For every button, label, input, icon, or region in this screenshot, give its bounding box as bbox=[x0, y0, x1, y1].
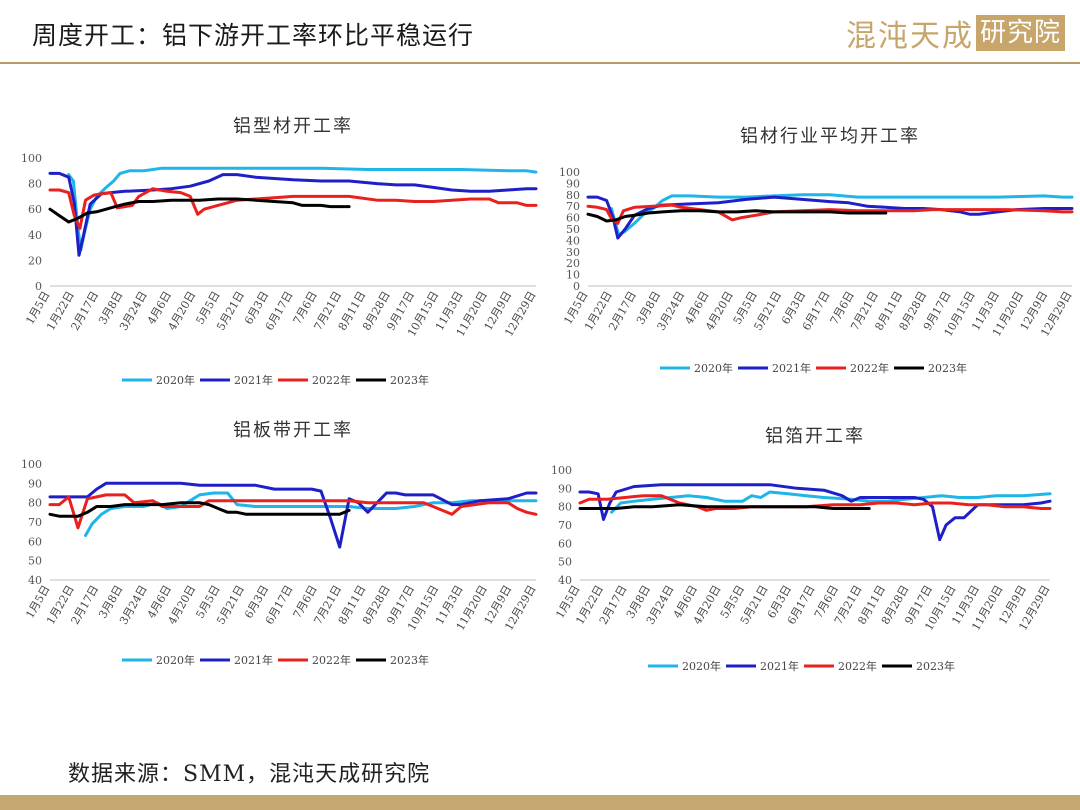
chart-industry-average-rate: 铝材行业平均开工率 0 10 20 30 40 50 60 70 80 90 100 1月5日 1月22日… bbox=[548, 122, 1076, 386]
chart-title: 铝材行业平均开工率 bbox=[740, 126, 920, 147]
series-line-s2020 bbox=[609, 193, 1074, 237]
chart-svg: 铝材行业平均开工率01020304050607080901001月5日1月22日… bbox=[559, 126, 1075, 375]
series-line-s2023 bbox=[48, 197, 351, 224]
y-tick-label: 10 bbox=[566, 269, 580, 282]
page-title: 周度开工：铝下游开工率环比平稳运行 bbox=[32, 21, 475, 50]
y-tick-label: 50 bbox=[558, 556, 572, 569]
y-tick-label: 40 bbox=[28, 229, 42, 242]
y-tick-label: 60 bbox=[28, 535, 42, 548]
y-tick-label: 40 bbox=[566, 234, 580, 247]
y-tick-label: 20 bbox=[28, 254, 42, 267]
y-tick-label: 50 bbox=[28, 555, 42, 568]
series-line-s2023 bbox=[586, 209, 888, 223]
series-line-s2023 bbox=[48, 501, 351, 518]
legend-label: 2023年 bbox=[928, 361, 967, 375]
logo-script: 混沌天成 bbox=[846, 19, 974, 54]
y-tick-label: 80 bbox=[28, 178, 42, 191]
y-tick-label: 80 bbox=[28, 497, 42, 510]
chart-profile-rate: 铝型材开工率 0 20 40 60 80 100 1月5日 1月22日 2月17日 3月8日 3月24… bbox=[18, 108, 540, 400]
y-tick-label: 80 bbox=[558, 501, 572, 514]
y-tick-label: 20 bbox=[566, 257, 580, 270]
logo: 混沌天成 研究院 bbox=[846, 14, 1066, 54]
legend-label: 2020年 bbox=[694, 361, 733, 375]
series-line-s2022 bbox=[48, 493, 538, 530]
legend-label: 2021年 bbox=[772, 361, 811, 375]
y-tick-label: 50 bbox=[566, 223, 580, 236]
source-note: 数据来源：SMM，混沌天成研究院 bbox=[68, 762, 431, 787]
legend-label: 2021年 bbox=[760, 659, 799, 673]
legend-label: 2022年 bbox=[838, 659, 877, 673]
series-line-s2021 bbox=[586, 195, 1074, 240]
footer-bar bbox=[0, 795, 1080, 810]
y-tick-label: 60 bbox=[28, 203, 42, 216]
y-tick-label: 0 bbox=[35, 280, 42, 293]
y-tick-label: 60 bbox=[558, 537, 572, 550]
series-line-s2021 bbox=[48, 481, 538, 549]
legend-label: 2022年 bbox=[850, 361, 889, 375]
y-tick-label: 70 bbox=[558, 519, 572, 532]
y-tick-label: 40 bbox=[558, 574, 572, 587]
legend-label: 2022年 bbox=[312, 373, 351, 387]
series-line-s2021 bbox=[578, 483, 1052, 542]
y-tick-label: 90 bbox=[28, 477, 42, 490]
y-tick-label: 0 bbox=[573, 280, 580, 293]
chart-svg: 铝箔开工率4050607080901001月5日1月22日2月17日3月8日3月… bbox=[551, 426, 1053, 673]
y-tick-label: 60 bbox=[566, 212, 580, 225]
y-tick-label: 100 bbox=[21, 458, 42, 471]
y-tick-label: 100 bbox=[551, 464, 572, 477]
y-tick-label: 70 bbox=[566, 200, 580, 213]
logo-box: 研究院 bbox=[976, 15, 1066, 51]
y-tick-label: 30 bbox=[566, 246, 580, 259]
legend-label: 2020年 bbox=[156, 653, 195, 667]
chart-title: 铝板带开工率 bbox=[233, 420, 353, 441]
y-tick-label: 100 bbox=[559, 166, 580, 179]
legend-label: 2023年 bbox=[390, 373, 429, 387]
legend-label: 2022年 bbox=[312, 653, 351, 667]
y-tick-label: 40 bbox=[28, 574, 42, 587]
header-rule bbox=[0, 62, 1080, 64]
chart-title: 铝型材开工率 bbox=[233, 116, 353, 137]
series-line-s2022 bbox=[586, 203, 1074, 225]
series-line-s2021 bbox=[48, 171, 538, 257]
series-line-s2022 bbox=[48, 187, 538, 230]
legend-label: 2023年 bbox=[390, 653, 429, 667]
y-tick-label: 90 bbox=[558, 482, 572, 495]
series-line-s2023 bbox=[578, 503, 871, 510]
legend-label: 2021年 bbox=[234, 653, 273, 667]
y-tick-label: 80 bbox=[566, 189, 580, 202]
series-line-s2020 bbox=[84, 491, 538, 537]
chart-title: 铝箔开工率 bbox=[765, 426, 865, 447]
header: 周度开工：铝下游开工率环比平稳运行 混沌天成 研究院 bbox=[0, 0, 1080, 62]
series-line-s2020 bbox=[610, 490, 1052, 514]
legend-label: 2023年 bbox=[916, 659, 955, 673]
chart-foil-rate: 铝箔开工率 40 50 60 70 80 90 100 1月5日 1月22日 2月17日 3月8日 3月… bbox=[548, 420, 1054, 682]
y-tick-label: 100 bbox=[21, 152, 42, 165]
legend-label: 2020年 bbox=[156, 373, 195, 387]
y-tick-label: 70 bbox=[28, 516, 42, 529]
legend-label: 2020年 bbox=[682, 659, 721, 673]
legend-label: 2021年 bbox=[234, 373, 273, 387]
chart-svg: 铝型材开工率0204060801001月5日1月22日2月17日3月8日3月24… bbox=[21, 116, 539, 387]
chart-plate-strip-rate: 铝板带开工率 40 50 60 70 80 90 100 1月5日 1月22日 2月17日 3月8日 3… bbox=[18, 414, 540, 676]
chart-svg: 铝板带开工率4050607080901001月5日1月22日2月17日3月8日3… bbox=[21, 420, 539, 667]
y-tick-label: 90 bbox=[566, 177, 580, 190]
